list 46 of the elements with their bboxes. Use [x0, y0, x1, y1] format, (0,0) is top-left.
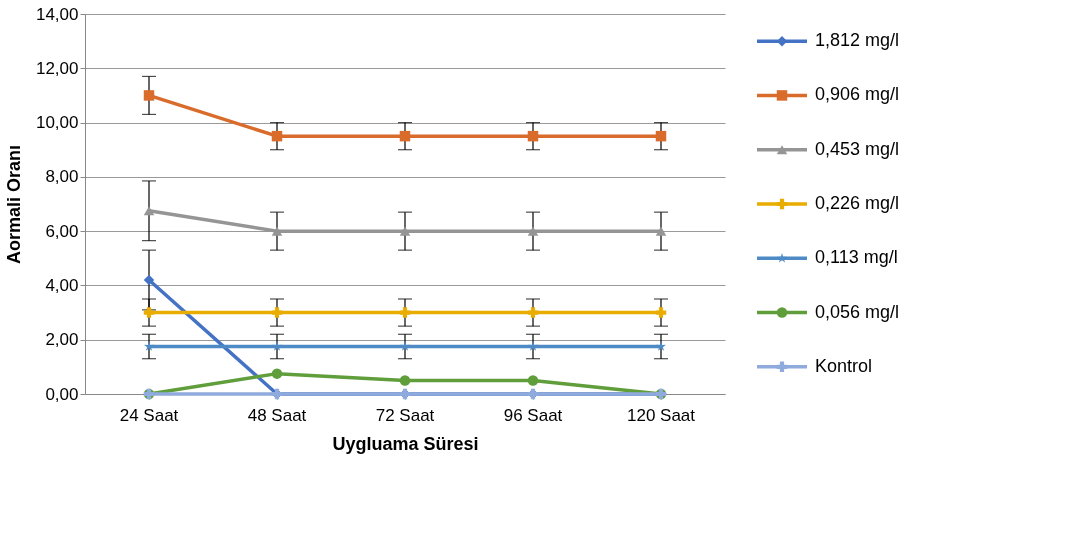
point	[400, 341, 410, 351]
point	[399, 226, 411, 236]
y-tick-label: 8,00	[45, 167, 79, 187]
point	[143, 274, 155, 286]
point	[527, 130, 539, 142]
point	[655, 226, 667, 236]
point	[271, 226, 283, 236]
legend-label: 0,906 mg/l	[815, 84, 900, 105]
point	[143, 90, 155, 101]
point	[527, 375, 539, 386]
x-tick-label: 48 Saat	[247, 405, 307, 425]
point	[272, 341, 282, 351]
y-axis-title: Aormali Oranı	[3, 144, 24, 265]
point	[655, 307, 667, 318]
x-tick-label: 120 Saat	[626, 405, 696, 425]
point	[143, 206, 155, 216]
x-tick-label: 24 Saat	[119, 405, 179, 425]
point	[271, 307, 283, 318]
x-tick-label: 96 Saat	[503, 405, 563, 425]
point	[144, 341, 154, 351]
point	[399, 307, 411, 318]
y-tick-label: 10,00	[35, 113, 79, 133]
point	[143, 307, 155, 318]
point	[656, 341, 666, 351]
x-axis-title: Uygluama Süresi	[332, 433, 479, 454]
y-tick-label: 6,00	[45, 221, 79, 241]
point	[271, 368, 283, 379]
y-tick-label: 12,00	[35, 58, 79, 78]
y-tick-label: 14,00	[35, 4, 79, 24]
point	[655, 130, 667, 142]
legend-label: 0,056 mg/l	[815, 301, 900, 322]
point	[527, 226, 539, 236]
point	[527, 307, 539, 318]
point	[271, 130, 283, 142]
legend-label: 0,453 mg/l	[815, 138, 900, 159]
legend-label: 0,226 mg/l	[815, 193, 900, 213]
legend-label: Kontrol	[815, 355, 873, 376]
legend-label: 0,113 mg/l	[815, 247, 898, 268]
point	[528, 341, 538, 351]
x-tick-label: 72 Saat	[375, 405, 435, 425]
y-tick-label: 0,00	[45, 384, 79, 404]
point	[399, 130, 411, 142]
legend-label: 1,812 mg/l	[815, 30, 900, 51]
y-tick-label: 2,00	[45, 330, 79, 350]
y-tick-label: 4,00	[45, 275, 79, 295]
point	[399, 375, 411, 386]
